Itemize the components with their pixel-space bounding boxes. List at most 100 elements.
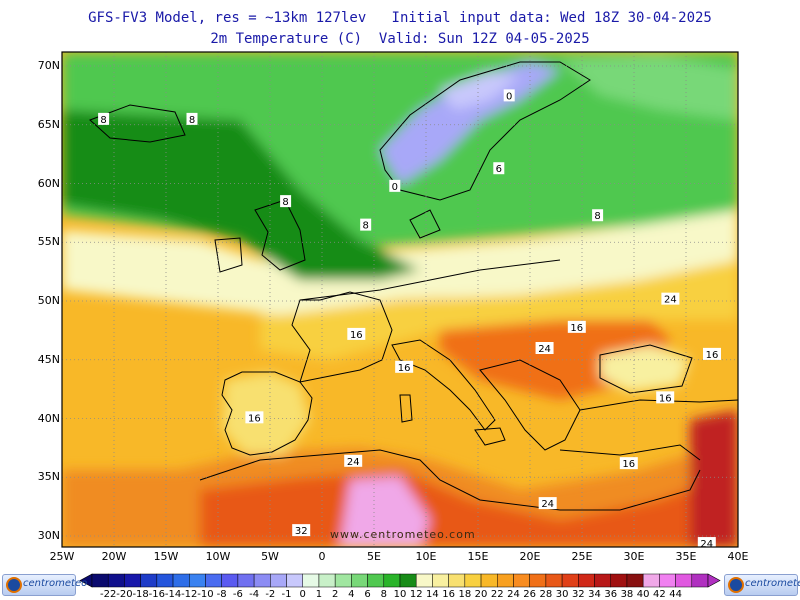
scale-label: -6 — [232, 589, 243, 600]
scale-swatch — [432, 573, 449, 588]
contour-label-bg — [98, 112, 110, 125]
scale-swatch — [351, 573, 368, 588]
lat-label: 70N — [37, 59, 60, 72]
scale-swatch — [124, 573, 141, 588]
contour-label-bg — [186, 112, 198, 125]
coast-black-sea — [599, 344, 693, 394]
scale-swatch — [626, 573, 644, 588]
contour-label-bg — [503, 89, 515, 102]
lat-label: 40N — [37, 411, 60, 425]
scale-swatch — [221, 573, 239, 588]
logo-right: centrometeo — [724, 574, 800, 596]
contour-label-bg — [619, 457, 638, 470]
scale-swatch — [189, 573, 206, 588]
scale-swatch — [659, 573, 676, 588]
contour-label: 6 — [496, 164, 502, 175]
coast-iceland — [89, 104, 186, 143]
scale-label: 38 — [620, 589, 634, 600]
scale-label: 22 — [490, 589, 504, 600]
logo-text: centrometeo — [23, 578, 88, 589]
lat-label: 45N — [37, 352, 60, 366]
scale-swatch — [529, 573, 547, 588]
scale-label: 2 — [331, 589, 339, 600]
logo-icon — [6, 577, 22, 593]
scale-swatch — [172, 573, 190, 588]
coast-balkans — [479, 359, 581, 451]
scale-label: 18 — [458, 589, 472, 600]
contour-label-bg — [703, 347, 721, 360]
contour-label: 24 — [700, 539, 713, 550]
coast-ireland — [214, 237, 243, 273]
scale-label: 0 — [299, 589, 306, 600]
logo-text: centrometeo — [745, 578, 800, 589]
lon-label: 25W — [49, 550, 75, 563]
scale-label: -18 — [132, 589, 149, 600]
contour-label: 24 — [664, 295, 677, 306]
lat-label: 30N — [37, 529, 60, 542]
scale-label: 14 — [426, 589, 439, 600]
scale-swatch — [367, 573, 385, 588]
field-pink-hot — [340, 476, 430, 547]
field-sahara-hot — [200, 470, 738, 547]
lon-label: 15E — [467, 550, 489, 563]
scale-swatch — [334, 573, 352, 588]
scale-label: -22 — [100, 589, 117, 600]
scale-swatch — [480, 573, 498, 588]
scale-swatch — [464, 573, 482, 588]
scale-swatch — [610, 573, 628, 588]
scale-swatch — [302, 573, 320, 588]
map-title: GFS-FV3 Model, res = ~13km 127lev Initia… — [88, 10, 712, 26]
coast-north-sea — [299, 259, 561, 301]
coastlines — [89, 61, 738, 511]
scale-label: 4 — [348, 589, 355, 600]
scale-swatch — [399, 573, 417, 588]
scale-label: -12 — [181, 589, 198, 600]
contour-label: 8 — [282, 197, 288, 208]
field-arctic — [440, 72, 520, 110]
scale-swatch — [545, 573, 563, 588]
scale-swatch — [91, 573, 109, 588]
scale-swatch — [156, 573, 174, 588]
contour-label: 8 — [362, 221, 368, 232]
map-frame — [61, 51, 739, 548]
lat-label: 55N — [37, 235, 60, 249]
contour-label-bg — [292, 524, 311, 537]
scale-label: 16 — [442, 589, 455, 600]
contour-label-bg — [661, 292, 680, 305]
lat-label: 65N — [37, 117, 60, 131]
scale-label: 42 — [652, 589, 666, 600]
contour-label-bg — [493, 162, 505, 175]
field-middle-east-hot — [690, 410, 738, 547]
map-subtitle: 2m Temperature (C) Valid: Sun 12Z 04-05-… — [210, 31, 590, 47]
contour-label-bg — [697, 537, 716, 547]
coast-italy — [391, 339, 496, 431]
scale-swatch — [691, 573, 709, 588]
coast-turkey-south — [559, 444, 701, 461]
contour-label: 16 — [398, 363, 411, 374]
scale-label: 20 — [474, 589, 488, 600]
scale-swatch — [497, 573, 514, 588]
contour-label-bg — [535, 342, 554, 354]
scale-swatch — [415, 573, 433, 588]
scale-swatch — [253, 573, 271, 588]
scale-label: 6 — [364, 589, 371, 600]
lon-label: 20W — [101, 550, 127, 563]
logo-icon — [728, 577, 744, 593]
scale-swatch — [270, 573, 287, 588]
scale-swatch — [578, 573, 595, 588]
contour-label-bg — [347, 327, 366, 340]
contour-label: 8 — [594, 211, 600, 222]
lat-label: 35N — [37, 470, 60, 484]
scale-label: 30 — [555, 589, 569, 600]
scale-swatch — [205, 573, 222, 588]
lon-label: 10E — [415, 550, 437, 563]
coast-denmark — [409, 209, 441, 239]
field-russia-north — [560, 55, 738, 120]
contour-label: 16 — [248, 413, 261, 424]
contour-label: 16 — [350, 330, 363, 341]
watermark: www.centrometeo.com — [330, 528, 476, 541]
contour-label-bg — [656, 391, 675, 404]
contour-label-bg — [395, 360, 414, 373]
logo-left: centrometeo — [2, 574, 87, 596]
scale-label: 8 — [380, 589, 387, 600]
